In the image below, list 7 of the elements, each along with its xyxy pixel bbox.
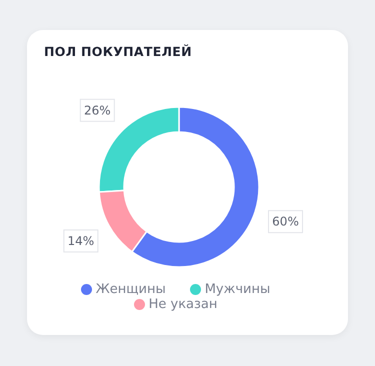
data-label: 60% xyxy=(272,214,299,229)
legend-label: Женщины xyxy=(96,282,166,297)
legend-label: Мужчины xyxy=(204,282,270,297)
data-label: 14% xyxy=(68,234,94,248)
chart-title: ПОЛ ПОКУПАТЕЛЕЙ xyxy=(44,44,192,59)
data-label: 26% xyxy=(84,103,111,118)
legend-label: Не указан xyxy=(148,297,218,312)
